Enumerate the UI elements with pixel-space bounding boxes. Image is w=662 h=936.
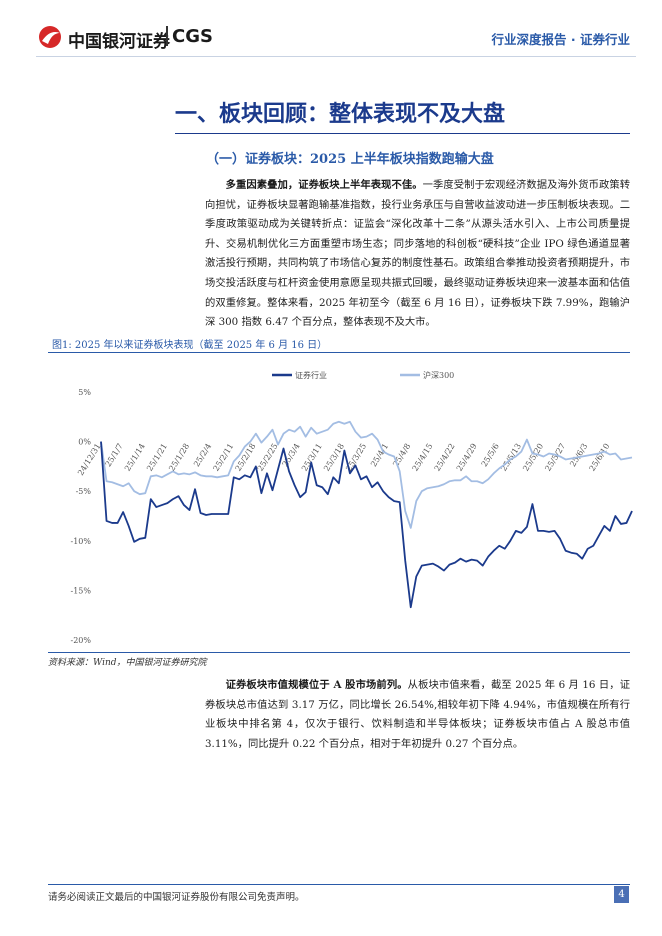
logo-icon — [39, 26, 61, 48]
x-tick-label: 25/4/29 — [455, 442, 479, 473]
x-tick-label: 25/2/25 — [256, 442, 280, 473]
x-tick-label: 25/1/21 — [145, 442, 169, 473]
series-line — [100, 420, 633, 529]
y-tick-label: -20% — [71, 636, 92, 645]
chart: 5% 0% -5% -10% -15% -20% 24/12/31 25/1/725/1/14… — [71, 370, 633, 645]
x-tick-label: 25/1/14 — [123, 442, 147, 473]
y-tick-label: -5% — [76, 487, 92, 496]
logo-text: 中国银河证券 — [68, 32, 170, 52]
y-tick-label: -10% — [71, 537, 92, 546]
paragraph-text: 一季度受制于宏观经济数据及海外货币政策转向担忧，证券板块显著跑输基准指数，投行业… — [205, 179, 631, 329]
x-tick-label: 25/1/7 — [104, 442, 125, 469]
x-tick-label: 25/5/20 — [521, 442, 545, 473]
paragraph: 多重因素叠加，证券板块上半年表现不佳。一季度受制于宏观经济数据及海外货币政策转向… — [205, 176, 630, 333]
footer-rule — [48, 884, 630, 885]
x-tick-label: 25/5/13 — [499, 442, 523, 473]
x-tick-label: 25/4/8 — [391, 442, 412, 469]
y-tick-label: 5% — [78, 388, 91, 397]
paragraph-lead: 证券板块市值规模位于 A 股市场前列。 — [225, 679, 408, 691]
paragraph: 证券板块市值规模位于 A 股市场前列。从板块市值来看，截至 2025 年 6 月… — [205, 676, 630, 754]
page-number: 4 — [614, 886, 629, 903]
logo-text: CGS — [172, 26, 213, 47]
x-tick-label: 25/4/15 — [411, 442, 435, 473]
legend-label: 证券行业 — [295, 370, 327, 380]
header-rule — [36, 56, 636, 57]
y-tick-label: 0% — [78, 438, 91, 447]
caption-rule — [48, 352, 630, 353]
x-tick-label: 24/12/31 — [76, 442, 103, 477]
section-title: 一、板块回顾：整体表现不及大盘 — [175, 102, 506, 127]
legend-label: 沪深300 — [423, 370, 454, 380]
figure-source: 资料来源：Wind，中国银河证券研究院 — [48, 658, 207, 668]
subsection-title: （一）证券板块：2025 上半年板块指数跑输大盘 — [206, 152, 494, 167]
x-tick-label: 25/1/28 — [167, 442, 191, 473]
x-tick-label: 25/5/27 — [543, 442, 567, 473]
logo-separator — [166, 26, 168, 46]
paragraph-text: 从板块市值来看，截至 2025 年 6 月 16 日，证券板块总市值达到 3.1… — [205, 679, 630, 750]
x-tick-label: 25/5/6 — [480, 442, 501, 469]
report-type: 行业深度报告 · 证券行业 — [491, 32, 630, 47]
footer-disclaimer: 请务必阅读正文最后的中国银河证券股份有限公司免责声明。 — [48, 892, 305, 903]
figure-caption: 图1: 2025 年以来证券板块表现（截至 2025 年 6 月 16 日） — [52, 340, 328, 351]
series-line — [100, 441, 633, 609]
y-tick-label: -15% — [71, 586, 92, 595]
title-rule — [175, 133, 630, 134]
figure-rule — [48, 652, 630, 653]
paragraph-lead: 多重因素叠加，证券板块上半年表现不佳。 — [225, 179, 423, 191]
x-tick-label: 25/2/4 — [192, 442, 213, 469]
x-tick-label: 25/4/22 — [433, 442, 457, 473]
x-tick-label: 25/6/10 — [588, 442, 612, 473]
x-tick-label: 25/3/4 — [281, 442, 302, 469]
